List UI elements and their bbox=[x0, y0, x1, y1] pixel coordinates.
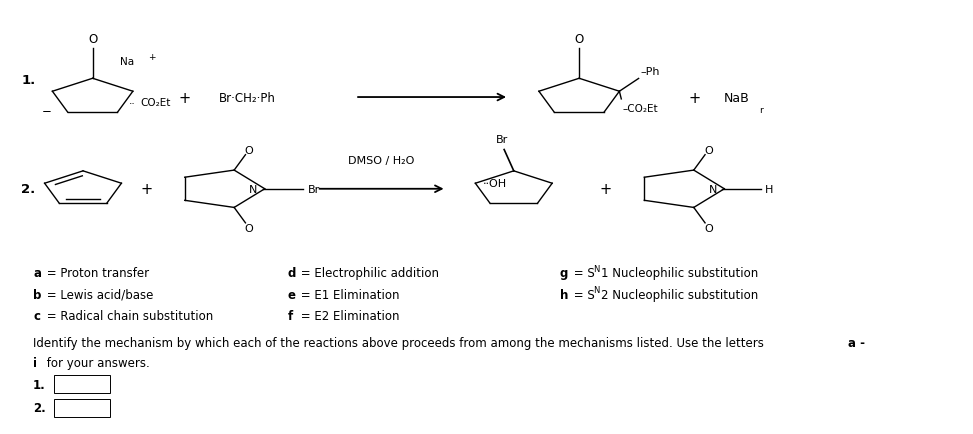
Text: = Lewis acid/base: = Lewis acid/base bbox=[43, 288, 153, 301]
Text: = S: = S bbox=[569, 267, 595, 279]
Text: = Radical chain substitution: = Radical chain substitution bbox=[43, 309, 213, 322]
Text: 1.: 1. bbox=[21, 74, 36, 87]
Text: c: c bbox=[33, 309, 40, 322]
Text: e: e bbox=[288, 288, 296, 301]
Text: = S: = S bbox=[569, 288, 595, 301]
Text: i: i bbox=[33, 356, 37, 369]
Text: NaB: NaB bbox=[723, 91, 749, 104]
Text: –Ph: –Ph bbox=[640, 67, 660, 77]
Text: O: O bbox=[244, 223, 253, 233]
Text: O: O bbox=[88, 33, 97, 46]
Text: CO₂Et: CO₂Et bbox=[140, 98, 171, 108]
Text: +: + bbox=[149, 53, 156, 62]
Text: +: + bbox=[689, 90, 701, 105]
Bar bbox=[54, 399, 110, 417]
Text: −: − bbox=[42, 104, 52, 117]
Text: ..: .. bbox=[129, 95, 136, 105]
Text: r: r bbox=[759, 105, 763, 115]
Text: O: O bbox=[704, 145, 713, 155]
Text: d: d bbox=[288, 267, 296, 279]
Text: Br: Br bbox=[308, 184, 320, 194]
Text: Identify the mechanism by which each of the reactions above proceeds from among : Identify the mechanism by which each of … bbox=[33, 336, 768, 349]
Text: Na: Na bbox=[120, 57, 133, 67]
Text: = Electrophilic addition: = Electrophilic addition bbox=[298, 267, 440, 279]
Text: N: N bbox=[249, 184, 258, 194]
Text: N: N bbox=[594, 286, 600, 295]
Text: f: f bbox=[288, 309, 293, 322]
Text: for your answers.: for your answers. bbox=[43, 356, 150, 369]
Text: DMSO / H₂O: DMSO / H₂O bbox=[348, 156, 414, 166]
Text: = Proton transfer: = Proton transfer bbox=[43, 267, 149, 279]
Text: b: b bbox=[33, 288, 42, 301]
Text: –CO₂Et: –CO₂Et bbox=[623, 104, 658, 114]
Text: a -: a - bbox=[848, 336, 865, 349]
Text: H: H bbox=[765, 184, 774, 194]
Text: ⋅⋅OH: ⋅⋅OH bbox=[483, 179, 507, 189]
Text: = E2 Elimination: = E2 Elimination bbox=[298, 309, 400, 322]
Text: = E1 Elimination: = E1 Elimination bbox=[298, 288, 400, 301]
Text: a: a bbox=[33, 267, 41, 279]
Text: N: N bbox=[708, 184, 717, 194]
Text: 2.: 2. bbox=[21, 183, 36, 196]
Text: 2.: 2. bbox=[33, 401, 46, 414]
Text: O: O bbox=[574, 33, 584, 46]
Text: Br: Br bbox=[496, 135, 508, 145]
Bar bbox=[54, 375, 110, 393]
Text: g: g bbox=[559, 267, 568, 279]
Text: Br·CH₂·Ph: Br·CH₂·Ph bbox=[219, 91, 275, 104]
Text: +: + bbox=[140, 182, 153, 197]
Text: 1 Nucleophilic substitution: 1 Nucleophilic substitution bbox=[601, 267, 759, 279]
Text: +: + bbox=[599, 182, 611, 197]
Text: +: + bbox=[179, 90, 191, 105]
Text: O: O bbox=[704, 223, 713, 233]
Text: N: N bbox=[594, 264, 600, 273]
Text: 2 Nucleophilic substitution: 2 Nucleophilic substitution bbox=[601, 288, 759, 301]
Text: 1.: 1. bbox=[33, 378, 46, 391]
Text: h: h bbox=[559, 288, 568, 301]
Text: O: O bbox=[244, 145, 253, 155]
